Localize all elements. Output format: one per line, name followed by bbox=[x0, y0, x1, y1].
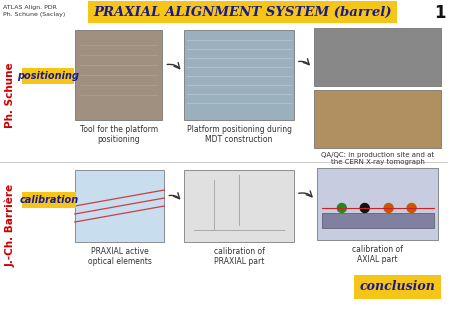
Text: Ph. Schune: Ph. Schune bbox=[5, 62, 15, 128]
Text: 1: 1 bbox=[434, 4, 446, 22]
FancyBboxPatch shape bbox=[22, 192, 76, 208]
Text: ATLAS Align. PDR: ATLAS Align. PDR bbox=[3, 5, 57, 10]
FancyBboxPatch shape bbox=[75, 30, 162, 120]
FancyBboxPatch shape bbox=[184, 30, 294, 120]
Text: conclusion: conclusion bbox=[360, 280, 436, 294]
FancyBboxPatch shape bbox=[184, 170, 294, 242]
Text: Ph. Schune (Saclay): Ph. Schune (Saclay) bbox=[3, 12, 65, 17]
Text: Platform positioning during
MDT construction: Platform positioning during MDT construc… bbox=[187, 125, 292, 144]
FancyBboxPatch shape bbox=[322, 213, 433, 228]
Circle shape bbox=[407, 203, 416, 212]
Text: J.-Ch. Barrière: J.-Ch. Barrière bbox=[4, 183, 15, 266]
Circle shape bbox=[384, 203, 393, 212]
FancyBboxPatch shape bbox=[314, 90, 441, 148]
FancyBboxPatch shape bbox=[317, 168, 438, 240]
Text: calibration of
AXIAL part: calibration of AXIAL part bbox=[352, 245, 403, 264]
Circle shape bbox=[360, 203, 369, 212]
FancyBboxPatch shape bbox=[88, 1, 396, 23]
Text: PRAXIAL ALIGNMENT SYSTEM (barrel): PRAXIAL ALIGNMENT SYSTEM (barrel) bbox=[93, 6, 392, 18]
Text: calibration of
PRAXIAL part: calibration of PRAXIAL part bbox=[214, 247, 265, 266]
Circle shape bbox=[338, 203, 346, 212]
Text: QA/QC: in production site and at
the CERN X-ray tomograph: QA/QC: in production site and at the CER… bbox=[321, 152, 434, 165]
Text: Tool for the platform
positioning: Tool for the platform positioning bbox=[80, 125, 158, 144]
Text: positioning: positioning bbox=[17, 71, 79, 81]
FancyBboxPatch shape bbox=[314, 28, 441, 86]
Text: PRAXIAL active
optical elements: PRAXIAL active optical elements bbox=[88, 247, 152, 266]
Text: calibration: calibration bbox=[19, 195, 78, 205]
FancyBboxPatch shape bbox=[75, 170, 164, 242]
FancyBboxPatch shape bbox=[22, 68, 74, 84]
FancyBboxPatch shape bbox=[354, 275, 441, 299]
